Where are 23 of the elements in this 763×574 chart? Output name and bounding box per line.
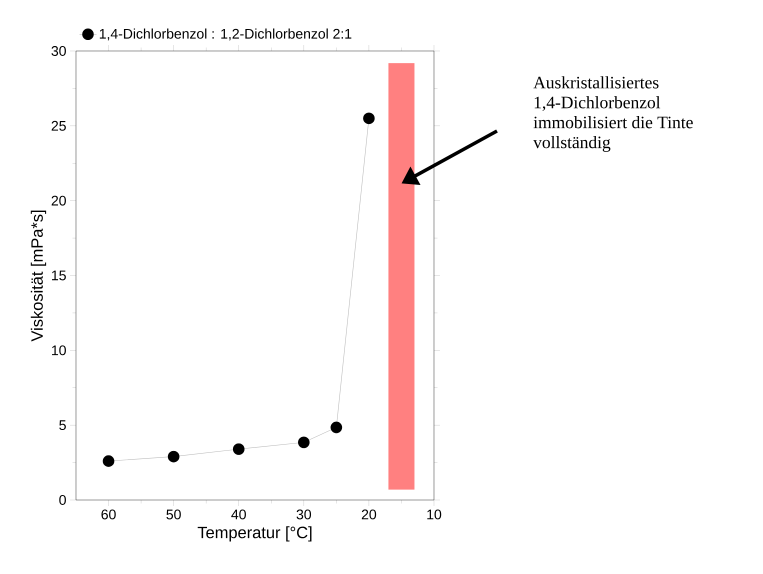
point bbox=[102, 455, 114, 467]
point bbox=[232, 443, 244, 455]
x-axis-title: Temperatur [°C] bbox=[198, 526, 312, 542]
text: Auskristallisiertes 1,4-Dichlorbenzol immobilisiert die Tinte vollständig bbox=[533, 76, 693, 152]
point bbox=[363, 112, 375, 124]
y-tick-label: 30 bbox=[51, 46, 66, 56]
x-tick-label: 20 bbox=[362, 510, 376, 520]
y-tick-label: 10 bbox=[52, 345, 66, 356]
point bbox=[330, 422, 342, 434]
x-tick-label: 50 bbox=[166, 510, 181, 520]
point bbox=[298, 436, 310, 448]
y-tick-label: 15 bbox=[52, 270, 66, 280]
y-tick-label: 5 bbox=[59, 420, 66, 430]
y-tick-label: 25 bbox=[52, 120, 66, 131]
point bbox=[168, 450, 180, 462]
legend-label: 1,4-Dichlorbenzol : 1,2-Dichlorbenzol 2:1 bbox=[100, 28, 352, 40]
y-tick-label: 20 bbox=[52, 196, 66, 206]
x-tick-label: 40 bbox=[231, 510, 246, 520]
y-tick-label: 0 bbox=[59, 495, 66, 505]
x-tick-label: 60 bbox=[101, 510, 116, 520]
x-tick-label: 30 bbox=[296, 510, 312, 520]
x-tick-label: 10 bbox=[427, 510, 442, 520]
y-axis-title: Viskosität [mPa*s] bbox=[30, 210, 46, 342]
